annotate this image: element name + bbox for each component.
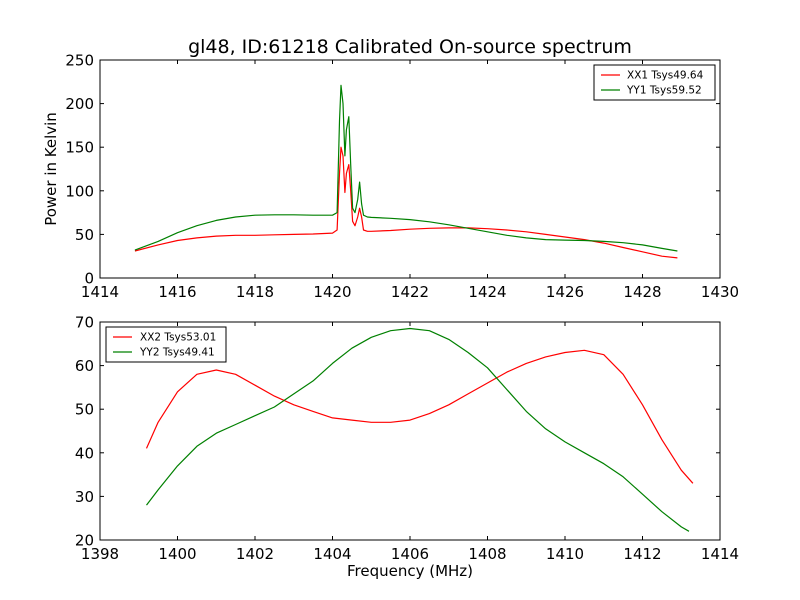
x-tick-label: 1422 <box>391 283 429 301</box>
top-legend-label-yy1: YY1 Tsys59.52 <box>626 85 702 97</box>
bottom-legend: XX2 Tsys53.01 YY2 Tsys49.41 <box>105 326 227 363</box>
x-tick-label: 1430 <box>701 283 739 301</box>
y-tick-label: 40 <box>75 444 94 462</box>
x-tick-label: 1406 <box>391 545 429 563</box>
top-plot-series <box>134 84 678 259</box>
x-tick-label: 1402 <box>236 545 274 563</box>
y-tick-label: 150 <box>65 139 94 157</box>
series-line-yy2 <box>146 327 690 532</box>
y-tick-label: 30 <box>75 488 94 506</box>
y-tick-label: 70 <box>75 314 94 332</box>
bottom-spectrum-plot: 1398 1400 1402 1404 1406 1408 1410 1412 1414 20 30… <box>75 314 739 581</box>
x-tick-label: 1414 <box>701 545 739 563</box>
top-spectrum-plot: 1414 1416 1418 1420 1422 1424 1426 1428 1430 0 50 1… <box>42 52 739 302</box>
top-legend: XX1 Tsys49.64 YY1 Tsys59.52 <box>593 64 716 101</box>
x-tick-label: 1410 <box>546 545 584 563</box>
x-tick-label: 1420 <box>313 283 351 301</box>
y-tick-label: 20 <box>75 532 94 550</box>
y-tick-label: 250 <box>65 52 94 70</box>
y-tick-label: 200 <box>65 95 94 113</box>
x-tick-label: 1408 <box>468 545 506 563</box>
x-tick-label: 1404 <box>313 545 351 563</box>
bottom-plot-series <box>145 327 694 532</box>
x-tick-label: 1398 <box>81 545 119 563</box>
series-line-xx1 <box>134 146 678 259</box>
bottom-plot-ticks: 1398 1400 1402 1404 1406 1408 1410 1412 1414 20 30… <box>75 314 739 564</box>
x-tick-label: 1418 <box>236 283 274 301</box>
series-line-xx2 <box>145 349 694 484</box>
chart-title: gl48, ID:61218 Calibrated On-source spec… <box>188 36 632 58</box>
y-tick-label: 0 <box>84 270 94 288</box>
top-plot-ticks: 1414 1416 1418 1420 1422 1424 1426 1428 1430 0 50 1… <box>65 52 739 302</box>
x-tick-label: 1412 <box>623 545 661 563</box>
x-tick-label: 1428 <box>623 283 661 301</box>
y-tick-label: 100 <box>65 182 94 200</box>
top-legend-box <box>593 64 716 101</box>
series-line-yy1 <box>134 84 678 252</box>
y-tick-label: 50 <box>75 401 94 419</box>
x-tick-label: 1426 <box>546 283 584 301</box>
bottom-x-axis-label: Frequency (MHz) <box>347 562 473 580</box>
top-y-axis-label: Power in Kelvin <box>42 112 60 226</box>
top-legend-label-xx1: XX1 Tsys49.64 <box>627 70 704 82</box>
x-tick-label: 1400 <box>158 545 196 563</box>
y-tick-label: 60 <box>75 357 94 375</box>
bottom-legend-box <box>105 326 227 363</box>
x-tick-label: 1414 <box>81 283 119 301</box>
x-tick-label: 1424 <box>468 283 506 301</box>
y-tick-label: 50 <box>75 226 94 244</box>
x-tick-label: 1416 <box>158 283 196 301</box>
bottom-legend-label-yy2: YY2 Tsys49.41 <box>139 347 215 359</box>
bottom-legend-label-xx2: XX2 Tsys53.01 <box>140 332 216 344</box>
